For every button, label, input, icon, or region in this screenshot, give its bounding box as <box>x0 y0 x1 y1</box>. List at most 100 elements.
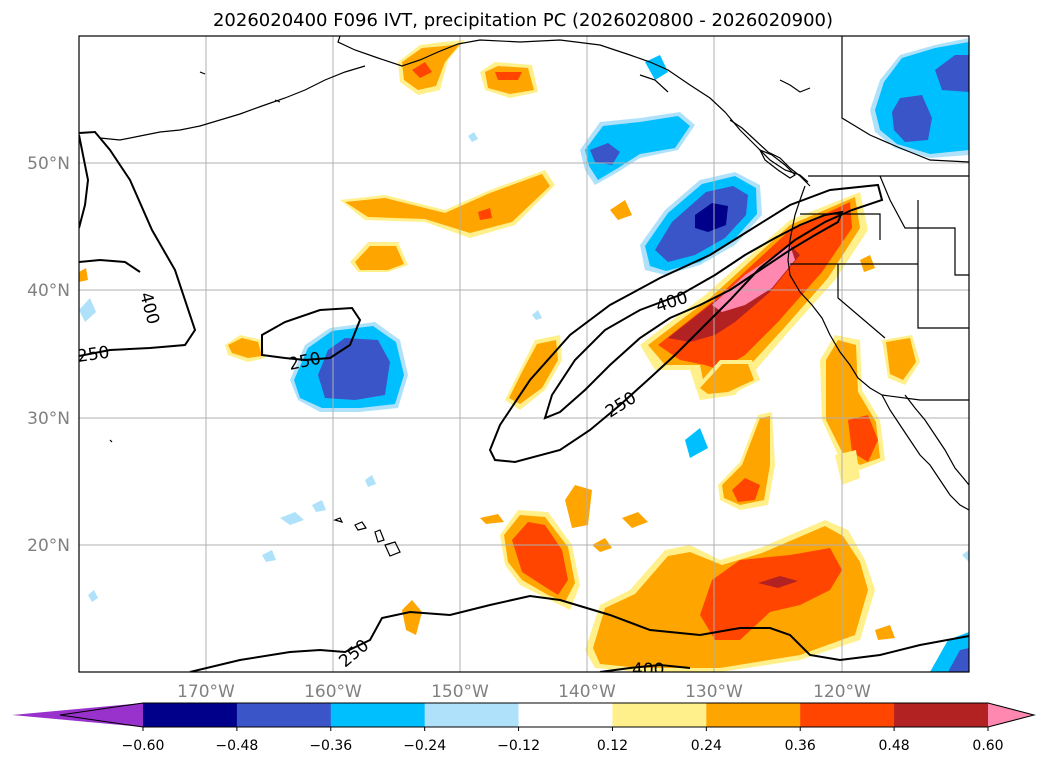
precip-region-nv-orange <box>886 338 916 380</box>
precip-region-nwp-red <box>495 72 522 80</box>
vancouver-island <box>758 148 796 179</box>
precip-region-small2 <box>565 485 592 528</box>
precip-region-neg-small3 <box>262 550 276 562</box>
precip-region-small8 <box>835 450 860 485</box>
lat-label-30n: 30°N <box>27 409 70 429</box>
precip-region-gulf-orange <box>345 174 550 233</box>
aleutian-chain <box>99 65 366 141</box>
colorbar-tick-label: 0.60 <box>972 738 1003 754</box>
lon-label-120w: 120°W <box>813 682 871 702</box>
precip-region-neg-gulf-blue <box>590 143 620 165</box>
nv-ut-border <box>917 200 969 329</box>
precip-region-neg-small8 <box>962 550 969 562</box>
precip-region-neg-small7 <box>532 310 542 320</box>
gulf-islands <box>199 71 811 103</box>
precip-region-ar-pink <box>712 245 795 312</box>
lat-label-20n: 20°N <box>27 536 70 556</box>
precip-region-neg-alaska-cyan <box>645 55 668 80</box>
precip-region-neg-ar-navy <box>695 203 728 232</box>
precip-shading <box>79 38 969 672</box>
colorbar-tick-label: −0.36 <box>309 738 352 754</box>
colorbar-bin--0.24 <box>424 703 520 727</box>
colorbar-bin--0.48 <box>236 703 332 727</box>
lat-label-50n: 50°N <box>27 154 70 174</box>
precip-region-small4 <box>480 514 504 524</box>
canada-boundary <box>841 36 969 163</box>
ivt-label-400-south: 400 <box>632 660 664 680</box>
ivt-contours <box>79 130 969 672</box>
colorbar-tick-label: 0.48 <box>879 738 910 754</box>
colorbar-bin--0.60 <box>143 703 238 727</box>
baja-inner-coast <box>904 394 969 486</box>
precip-region-neg-small5 <box>468 132 478 142</box>
us-west-coast <box>787 185 883 396</box>
ivt-contour-400-south <box>599 663 691 672</box>
precip-region-subtropic-orange <box>509 340 558 404</box>
colorbar-tick-label: 0.12 <box>597 738 628 754</box>
ivt-contour-400-ar <box>543 210 844 420</box>
precip-region-tropic-orange <box>722 416 770 505</box>
lon-label-130w: 130°W <box>685 682 743 702</box>
lon-label-170w: 170°W <box>177 682 235 702</box>
precip-region-mid-red <box>512 522 568 595</box>
bc-coast <box>729 119 811 187</box>
hawaii-islands <box>333 517 401 557</box>
lon-label-140w: 140°W <box>558 682 616 702</box>
colorbar-tick-label: −0.12 <box>497 738 540 754</box>
precip-region-west-orange <box>355 246 404 270</box>
ivt-contour-250-west <box>79 130 197 357</box>
colorbar-bin-0.12 <box>612 703 707 727</box>
small-island <box>109 439 113 443</box>
precip-region-neg-se-blue <box>948 648 969 672</box>
map-title: 2026020400 F096 IVT, precipitation PC (2… <box>213 10 833 31</box>
ivt-label-250-west: 250 <box>76 343 111 367</box>
lon-label-150w: 150°W <box>431 682 489 702</box>
precip-region-alaska-orange <box>402 44 460 90</box>
colorbar-tick-label: −0.24 <box>403 738 446 754</box>
lat-label-40n: 40°N <box>27 281 70 301</box>
colorbar-tick-label: 0.24 <box>691 738 722 754</box>
colorbar-tick-label: 0.36 <box>785 738 816 754</box>
precip-region-south-red <box>700 548 842 640</box>
lon-label-160w: 160°W <box>304 682 362 702</box>
precip-region-neg-small2 <box>312 500 326 512</box>
colorbar-bin--0.12 <box>518 703 613 727</box>
precip-region-south-darkred <box>758 576 798 588</box>
precip-region-alaska-red <box>412 62 432 78</box>
ca-nv-border <box>837 264 886 339</box>
precip-region-small1 <box>610 200 632 220</box>
precip-region-small6 <box>402 600 422 635</box>
precip-region-neg-small6 <box>365 475 376 487</box>
colorbar-bin-0.24 <box>706 703 801 727</box>
map-area: 400 250 250 400 250 250 400 <box>76 36 969 680</box>
colorbar-tick-label: −0.60 <box>122 738 165 754</box>
baja-coast <box>881 394 969 511</box>
colorbar-bin--0.36 <box>330 703 426 727</box>
colorbar-tick-label: −0.48 <box>215 738 258 754</box>
colorbar-bin-0.48 <box>894 703 989 727</box>
map-frame <box>78 35 970 673</box>
coastlines <box>99 36 969 557</box>
precip-region-gulf-red <box>478 208 492 220</box>
ivt-contour-250-hawaii <box>261 306 362 362</box>
colorbar-bin-lt-0.60 <box>12 703 143 727</box>
colorbar-bin-gt-0.60 <box>988 703 1034 727</box>
precip-region-small10 <box>79 268 88 282</box>
precip-region-neg-ne-blue <box>892 55 969 142</box>
colorbar: −0.60 −0.48 −0.36 −0.24 −0.12 0.12 0.24 0.36 0.4… <box>12 702 1036 754</box>
alaska-coast <box>337 36 809 183</box>
precip-region-hi-orange <box>228 338 262 358</box>
precip-region-small3 <box>622 512 648 528</box>
lon-labels: 170°W 160°W 150°W 140°W 130°W 120°W <box>177 682 871 702</box>
ivt-contour-400-west <box>79 258 141 273</box>
precip-region-tropic-red <box>732 478 760 502</box>
precip-region-neg-west-light <box>79 298 96 322</box>
colorbar-bin-0.36 <box>800 703 895 727</box>
mexico-border <box>881 394 969 401</box>
id-mt-border <box>879 175 969 276</box>
precip-region-neg-hawaii-cyan <box>685 428 708 458</box>
ivt-contour-250-ar <box>488 183 884 464</box>
lat-labels: 50°N 40°N 30°N 20°N <box>27 154 70 556</box>
ivt-contour-250-south <box>189 594 969 672</box>
